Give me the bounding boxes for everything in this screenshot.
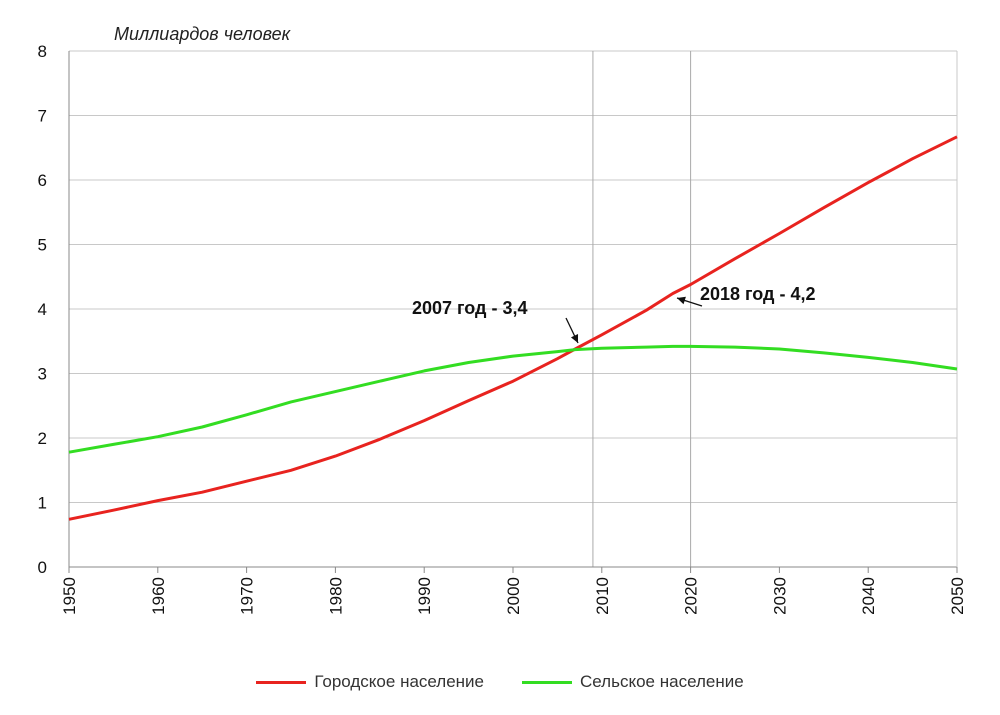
legend-item-urban: Городское население xyxy=(256,672,484,692)
annotations: 2007 год - 3,4 2018 год - 4,2 xyxy=(412,284,816,344)
axis-labels: 0 1 2 3 4 5 6 7 8 1950 1960 1970 1980 1990 2000 2010 202… xyxy=(38,24,967,615)
x-tick-label: 2030 xyxy=(770,577,789,615)
x-tick-label: 1970 xyxy=(238,577,257,615)
y-tick-label: 2 xyxy=(38,429,47,448)
legend-swatch-urban xyxy=(256,680,307,684)
legend-label-urban: Городское население xyxy=(314,672,485,691)
y-tick-label: 0 xyxy=(38,558,47,577)
legend: Городское население Сельское население xyxy=(0,672,1000,692)
x-tick-label: 2000 xyxy=(504,577,523,615)
annotation-arrowhead xyxy=(570,334,579,343)
y-tick-label: 7 xyxy=(38,107,47,126)
x-tick-label: 1950 xyxy=(60,577,79,615)
y-tick-label: 8 xyxy=(38,42,47,61)
legend-item-rural: Сельское население xyxy=(522,672,744,692)
x-tick-label: 2050 xyxy=(948,577,967,615)
x-tick-label: 2010 xyxy=(593,577,612,615)
y-tick-label: 1 xyxy=(38,494,47,513)
y-axis-title: Миллиардов человек xyxy=(114,24,292,44)
x-tick-label: 2020 xyxy=(682,577,701,615)
legend-label-rural: Сельское население xyxy=(580,672,744,691)
y-tick-label: 3 xyxy=(38,365,47,384)
y-tick-label: 6 xyxy=(38,171,47,190)
legend-swatch-rural xyxy=(522,680,573,684)
y-tick-label: 4 xyxy=(38,300,47,319)
series-lines xyxy=(68,135,958,521)
x-tick-label: 1960 xyxy=(149,577,168,615)
x-tick-label: 1980 xyxy=(326,577,345,615)
annotation-arrowhead xyxy=(677,296,686,305)
annotation-label: 2018 год - 4,2 xyxy=(700,284,816,304)
grid xyxy=(69,50,957,567)
x-tick-label: 2040 xyxy=(859,577,878,615)
annotation-label: 2007 год - 3,4 xyxy=(412,298,528,318)
series-line-1 xyxy=(68,344,958,454)
y-tick-label: 5 xyxy=(38,236,47,255)
series-line-0 xyxy=(68,135,958,521)
x-tick-label: 1990 xyxy=(415,577,434,615)
